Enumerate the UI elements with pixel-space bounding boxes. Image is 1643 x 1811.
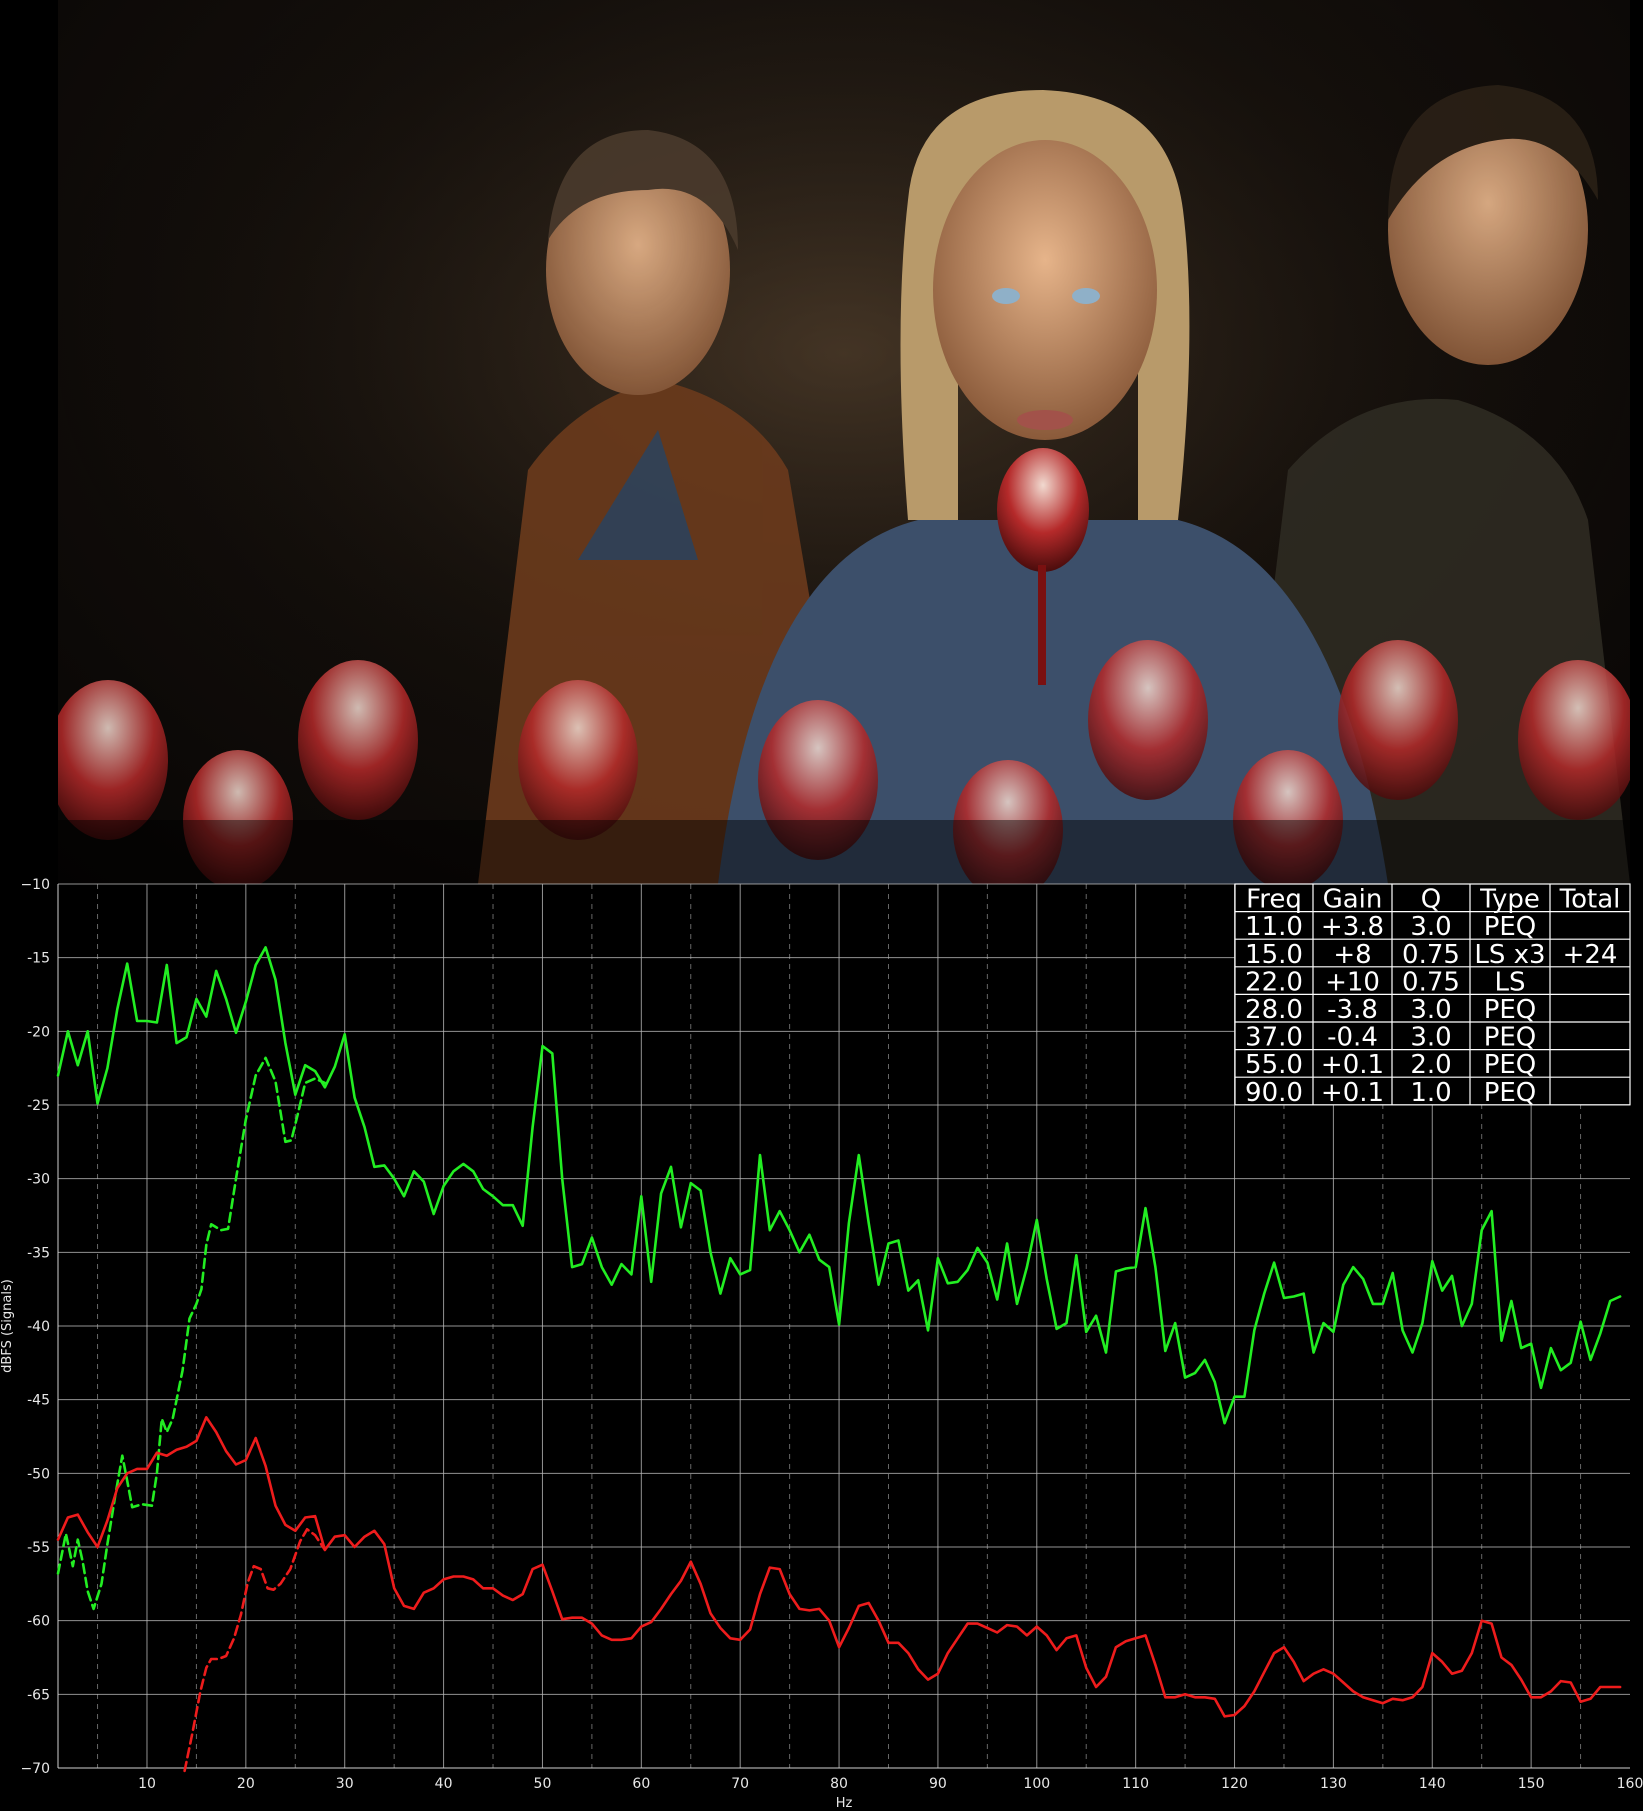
table-cell: PEQ xyxy=(1484,1023,1537,1053)
table-header-cell: Q xyxy=(1421,885,1441,915)
table-cell: 0.75 xyxy=(1402,967,1460,997)
table-cell: 3.0 xyxy=(1410,995,1451,1025)
x-tick-label: 160 xyxy=(1617,1776,1643,1792)
table-cell: 15.0 xyxy=(1245,940,1303,970)
x-tick-label: 60 xyxy=(632,1776,650,1792)
table-cell: 3.0 xyxy=(1410,912,1451,942)
x-tick-label: 130 xyxy=(1320,1776,1347,1792)
table-cell: +24 xyxy=(1563,940,1618,970)
tulip-row xyxy=(58,640,1630,884)
y-tick-label: -50 xyxy=(27,1466,50,1482)
y-tick-label: -15 xyxy=(27,951,50,967)
x-tick-label: 20 xyxy=(237,1776,255,1792)
y-tick-label: -40 xyxy=(27,1319,50,1335)
x-tick-label: 70 xyxy=(731,1776,749,1792)
table-cell: +10 xyxy=(1325,967,1380,997)
x-tick-label: 90 xyxy=(929,1776,947,1792)
table-cell: +3.8 xyxy=(1321,912,1384,942)
y-tick-label: -30 xyxy=(27,1172,50,1188)
x-tick-label: 140 xyxy=(1419,1776,1446,1792)
y-tick-label: -45 xyxy=(27,1393,50,1409)
table-cell: 11.0 xyxy=(1245,912,1303,942)
table-header-cell: Freq xyxy=(1246,885,1302,915)
table-cell: 22.0 xyxy=(1245,967,1303,997)
x-axis-label: Hz xyxy=(836,1796,853,1811)
table-cell: 55.0 xyxy=(1245,1050,1303,1080)
table-cell: +8 xyxy=(1333,940,1371,970)
table-cell: 1.0 xyxy=(1410,1078,1451,1108)
table-cell: 28.0 xyxy=(1245,995,1303,1025)
table-cell: +0.1 xyxy=(1321,1050,1384,1080)
series-line-2 xyxy=(56,1056,327,1611)
series-layer xyxy=(56,946,1622,1773)
x-tick-label: 150 xyxy=(1518,1776,1545,1792)
y-tick-label: −10 xyxy=(20,877,50,893)
table-header-cell: Type xyxy=(1479,885,1540,915)
series-line-3 xyxy=(56,1416,1622,1718)
table-cell: PEQ xyxy=(1484,1078,1537,1108)
x-tick-label: 30 xyxy=(336,1776,354,1792)
table-header-cell: Gain xyxy=(1323,885,1383,915)
series-line-1 xyxy=(56,946,1622,1425)
center-figure xyxy=(718,90,1388,884)
table-cell: 37.0 xyxy=(1245,1023,1303,1053)
poster-image xyxy=(58,0,1630,884)
table-cell: PEQ xyxy=(1484,912,1537,942)
y-tick-label: -65 xyxy=(27,1687,50,1703)
table-cell: 3.0 xyxy=(1410,1023,1451,1053)
y-tick-label: -20 xyxy=(27,1024,50,1040)
tick-labels: 10 20 30 40 50 60 70 80 90 100 110 120 130 140 150 160 −… xyxy=(20,877,1643,1792)
table-header-cell: Total xyxy=(1559,885,1621,915)
poster-illustration xyxy=(58,0,1630,884)
x-tick-label: 80 xyxy=(830,1776,848,1792)
x-tick-label: 50 xyxy=(534,1776,552,1792)
table-cell: -0.4 xyxy=(1327,1023,1378,1053)
y-tick-label: -55 xyxy=(27,1540,50,1556)
table-cell: PEQ xyxy=(1484,1050,1537,1080)
y-tick-label: -35 xyxy=(27,1245,50,1261)
x-tick-label: 10 xyxy=(138,1776,156,1792)
table-cell: 2.0 xyxy=(1410,1050,1451,1080)
x-tick-label: 100 xyxy=(1023,1776,1050,1792)
table-cell: -3.8 xyxy=(1327,995,1378,1025)
y-tick-label: -60 xyxy=(27,1614,50,1630)
x-tick-label: 40 xyxy=(435,1776,453,1792)
settings-table: Freq Gain Q Type Total 11.0 +3.8 3.0 PEQ 15.0 +8 0.… xyxy=(1234,883,1631,1108)
table-cell: LS x3 xyxy=(1474,940,1545,970)
x-tick-label: 110 xyxy=(1122,1776,1149,1792)
table-cell: PEQ xyxy=(1484,995,1537,1025)
series-line-4 xyxy=(183,1528,327,1773)
y-tick-label: −70 xyxy=(20,1761,50,1777)
y-axis-label: dBFS (Signals) xyxy=(0,1279,15,1373)
table-cell: +0.1 xyxy=(1321,1078,1384,1108)
table-cell: LS xyxy=(1495,967,1526,997)
table-cell: 90.0 xyxy=(1245,1078,1303,1108)
x-tick-label: 120 xyxy=(1221,1776,1248,1792)
table-cell: 0.75 xyxy=(1402,940,1460,970)
y-tick-label: -25 xyxy=(27,1098,50,1114)
